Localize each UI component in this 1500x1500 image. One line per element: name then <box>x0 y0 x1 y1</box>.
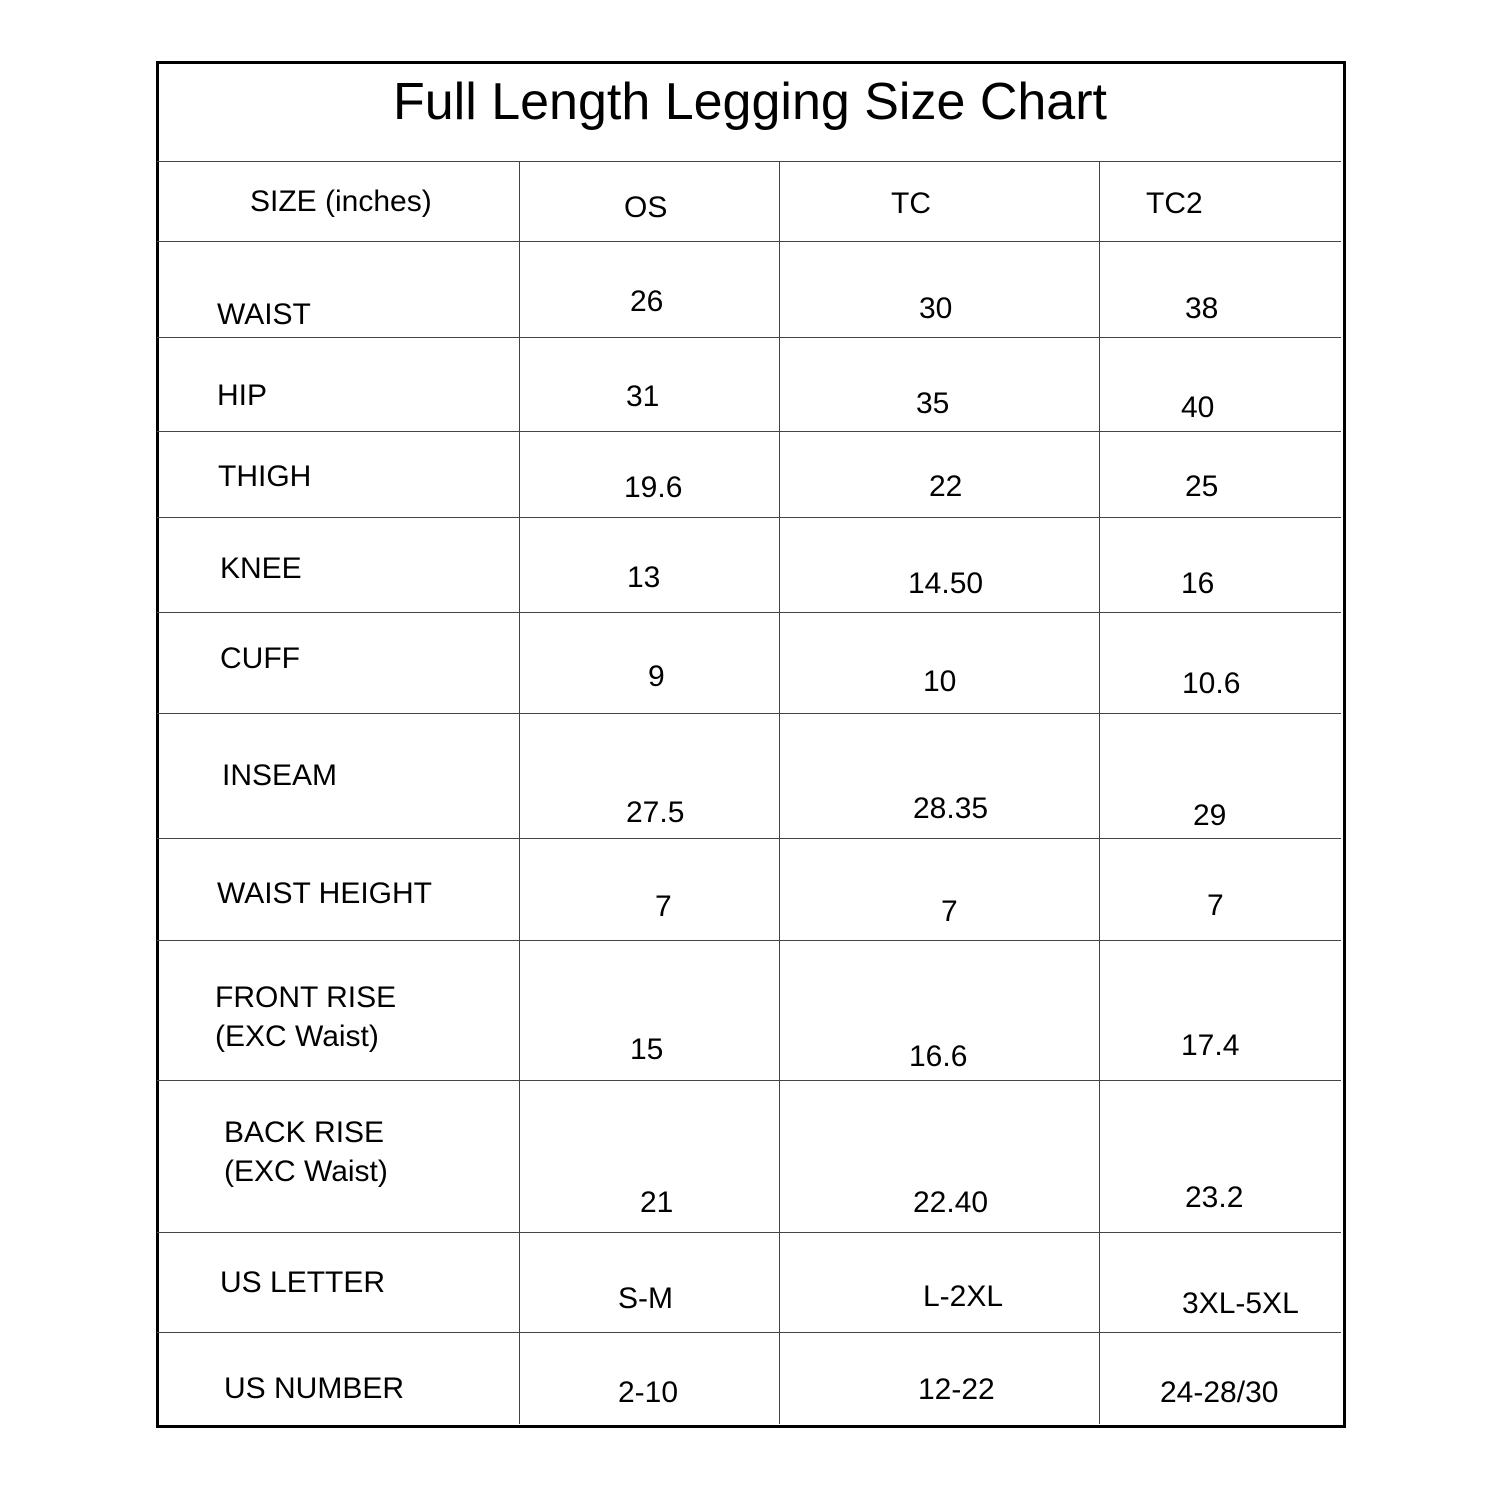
cell-value: 24-28/30 <box>1160 1376 1279 1409</box>
cell-value: 2-10 <box>618 1376 679 1409</box>
cell-value: 7 <box>1207 889 1224 922</box>
size-chart-table <box>156 61 1346 1428</box>
cell-value: 7 <box>655 890 672 923</box>
cell-value: 23.2 <box>1185 1181 1244 1214</box>
header-size-label: SIZE (inches) <box>250 185 432 218</box>
cell-value: 16.6 <box>909 1040 968 1073</box>
cell-value: 22.40 <box>913 1186 989 1219</box>
row-label: CUFF <box>220 642 300 675</box>
row-label: HIP <box>217 379 268 412</box>
cell-value: 27.5 <box>626 796 685 829</box>
row-divider <box>157 1232 1341 1233</box>
cell-value: 25 <box>1185 470 1219 503</box>
row-divider <box>157 431 1341 432</box>
cell-value: L-2XL <box>923 1280 1004 1313</box>
row-divider <box>157 1332 1341 1333</box>
column-divider <box>519 161 520 1424</box>
row-label: US LETTER <box>220 1266 386 1299</box>
row-divider <box>157 1080 1341 1081</box>
cell-value: 38 <box>1185 292 1219 325</box>
cell-value: 21 <box>640 1186 674 1219</box>
chart-title: Full Length Legging Size Chart <box>392 73 1107 131</box>
cell-value: S-M <box>618 1282 673 1315</box>
row-divider <box>157 940 1341 941</box>
row-divider <box>157 161 1341 162</box>
cell-value: 10 <box>923 665 957 698</box>
cell-value: 26 <box>630 285 664 318</box>
row-divider <box>157 612 1341 613</box>
cell-value: 14.50 <box>908 567 984 600</box>
header-size-tc: TC <box>891 187 931 220</box>
row-divider <box>157 713 1341 714</box>
header-size-os: OS <box>624 191 668 224</box>
cell-value: 35 <box>916 387 950 420</box>
cell-value: 28.35 <box>913 792 989 825</box>
cell-value: 13 <box>627 561 661 594</box>
cell-value: 9 <box>648 660 665 693</box>
cell-value: 40 <box>1181 391 1215 424</box>
cell-value: 31 <box>626 380 660 413</box>
cell-value: 30 <box>919 292 953 325</box>
cell-value: 10.6 <box>1182 667 1241 700</box>
cell-value: 22 <box>929 470 963 503</box>
row-label: THIGH <box>218 460 312 493</box>
column-divider <box>779 161 780 1424</box>
row-divider <box>157 337 1341 338</box>
cell-value: 12-22 <box>918 1373 995 1406</box>
cell-value: 7 <box>941 895 958 928</box>
cell-value: 29 <box>1193 799 1227 832</box>
row-label: FRONT RISE (EXC Waist) <box>215 981 397 1053</box>
cell-value: 17.4 <box>1181 1029 1240 1062</box>
header-size-tc2: TC2 <box>1146 187 1203 220</box>
row-divider <box>157 838 1341 839</box>
column-divider <box>1099 161 1100 1424</box>
row-divider <box>157 241 1341 242</box>
row-label: KNEE <box>220 552 302 585</box>
cell-value: 3XL-5XL <box>1182 1287 1299 1320</box>
row-divider <box>157 517 1341 518</box>
cell-value: 19.6 <box>624 471 683 504</box>
row-label: WAIST <box>217 298 311 331</box>
row-label: US NUMBER <box>224 1372 405 1405</box>
cell-value: 16 <box>1181 567 1215 600</box>
row-label: INSEAM <box>222 759 338 792</box>
row-label: BACK RISE (EXC Waist) <box>224 1116 388 1188</box>
row-label: WAIST HEIGHT <box>217 877 433 910</box>
cell-value: 15 <box>630 1033 664 1066</box>
